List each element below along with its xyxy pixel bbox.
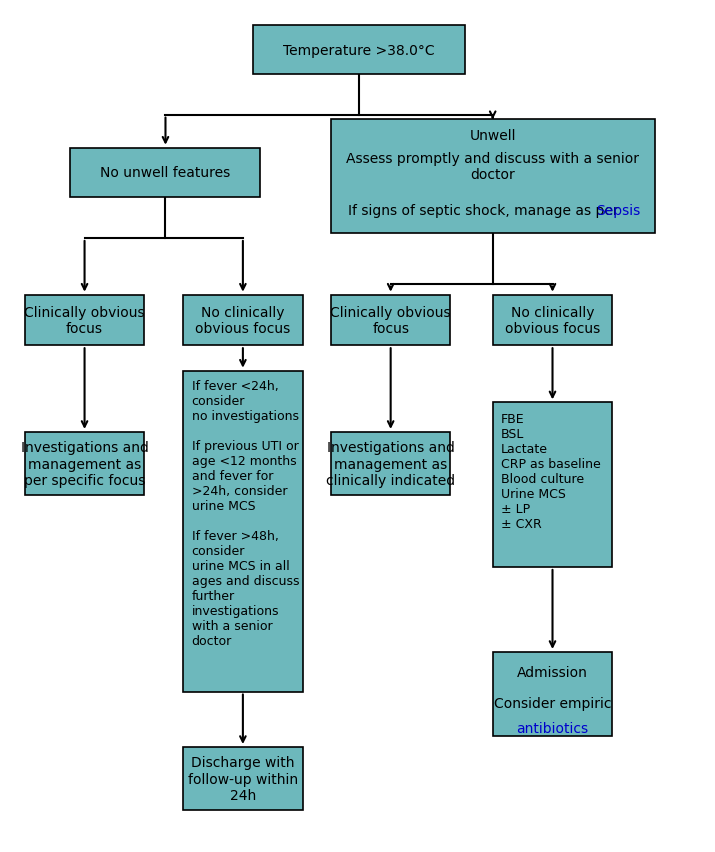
Text: antibiotics: antibiotics <box>516 721 588 735</box>
Text: Assess promptly and discuss with a senior
doctor: Assess promptly and discuss with a senio… <box>346 152 639 181</box>
Text: If signs of septic shock, manage as per: If signs of septic shock, manage as per <box>348 204 623 217</box>
FancyBboxPatch shape <box>183 371 302 692</box>
Text: Investigations and
management as
per specific focus: Investigations and management as per spe… <box>21 440 149 487</box>
FancyBboxPatch shape <box>253 26 465 75</box>
Text: Sepsis: Sepsis <box>596 204 640 217</box>
FancyBboxPatch shape <box>493 296 612 346</box>
Text: Investigations and
management as
clinically indicated: Investigations and management as clinica… <box>326 440 455 487</box>
FancyBboxPatch shape <box>493 403 612 567</box>
FancyBboxPatch shape <box>25 296 144 346</box>
FancyBboxPatch shape <box>331 296 450 346</box>
Text: If fever <24h,
consider
no investigations

If previous UTI or
age <12 months
and: If fever <24h, consider no investigation… <box>192 380 299 648</box>
Text: Consider empiric: Consider empiric <box>494 696 611 710</box>
FancyBboxPatch shape <box>493 652 612 736</box>
FancyBboxPatch shape <box>71 148 260 198</box>
Text: Clinically obvious
focus: Clinically obvious focus <box>24 306 145 336</box>
Text: No clinically
obvious focus: No clinically obvious focus <box>505 306 600 336</box>
Text: Unwell: Unwell <box>470 129 516 142</box>
Text: No clinically
obvious focus: No clinically obvious focus <box>195 306 290 336</box>
FancyBboxPatch shape <box>331 120 654 234</box>
FancyBboxPatch shape <box>183 296 302 346</box>
Text: Admission: Admission <box>517 665 588 679</box>
Text: FBE
BSL
Lactate
CRP as baseline
Blood culture
Urine MCS
± LP
± CXR: FBE BSL Lactate CRP as baseline Blood cu… <box>501 413 601 531</box>
Text: No unwell features: No unwell features <box>100 166 231 180</box>
FancyBboxPatch shape <box>25 432 144 496</box>
Text: Temperature >38.0°C: Temperature >38.0°C <box>283 43 435 58</box>
Text: Discharge with
follow-up within
24h: Discharge with follow-up within 24h <box>188 756 298 802</box>
FancyBboxPatch shape <box>331 432 450 496</box>
FancyBboxPatch shape <box>183 747 302 810</box>
Text: Clinically obvious
focus: Clinically obvious focus <box>330 306 451 336</box>
